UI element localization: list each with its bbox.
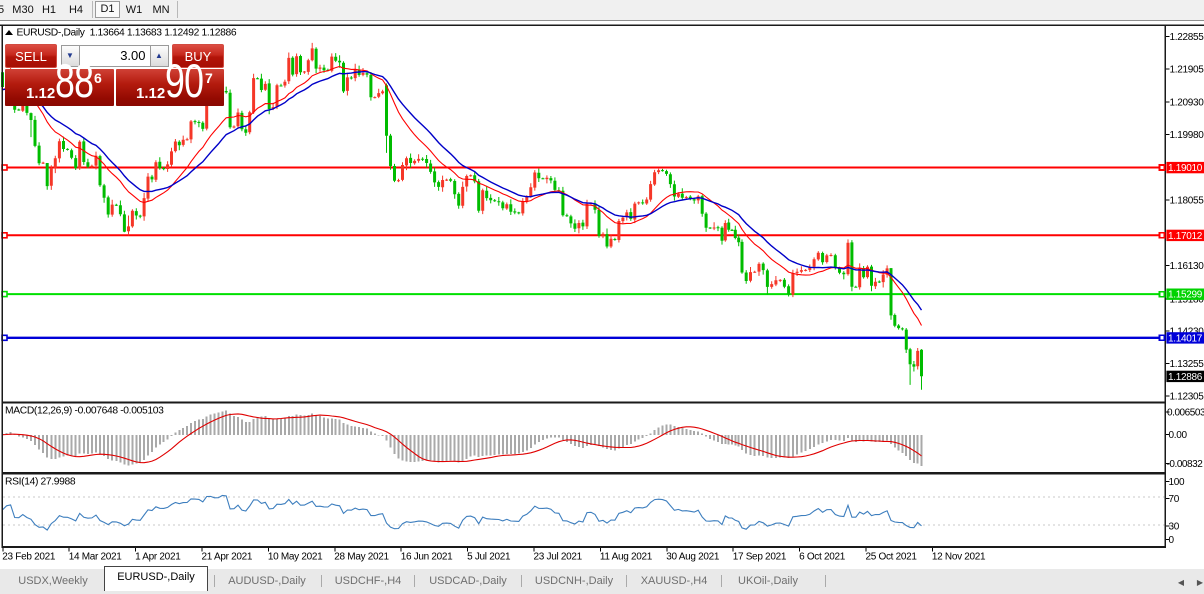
svg-text:0.00: 0.00 <box>1169 430 1188 441</box>
svg-text:1.20930: 1.20930 <box>1170 98 1204 109</box>
svg-text:0.006503: 0.006503 <box>1167 408 1204 419</box>
svg-text:1.17012: 1.17012 <box>1168 231 1203 242</box>
svg-text:1.14017: 1.14017 <box>1168 333 1203 344</box>
svg-text:1.15299: 1.15299 <box>1168 290 1203 301</box>
svg-text:1.21905: 1.21905 <box>1170 65 1204 76</box>
svg-text:1.12305: 1.12305 <box>1170 392 1204 403</box>
svg-text:30 Aug 2021: 30 Aug 2021 <box>666 552 720 563</box>
svg-text:28 May 2021: 28 May 2021 <box>334 552 389 563</box>
svg-text:0: 0 <box>1169 535 1175 546</box>
svg-text:1.19980: 1.19980 <box>1170 130 1204 141</box>
svg-text:-0.00832: -0.00832 <box>1167 459 1204 470</box>
svg-text:23 Feb 2021: 23 Feb 2021 <box>2 552 56 563</box>
svg-text:23 Jul 2021: 23 Jul 2021 <box>534 552 583 563</box>
svg-text:21 Apr 2021: 21 Apr 2021 <box>202 552 253 563</box>
svg-text:70: 70 <box>1169 494 1180 505</box>
svg-text:25 Oct 2021: 25 Oct 2021 <box>866 552 918 563</box>
svg-text:6 Oct 2021: 6 Oct 2021 <box>799 552 846 563</box>
svg-text:10 May 2021: 10 May 2021 <box>268 552 323 563</box>
svg-text:100: 100 <box>1169 477 1186 488</box>
svg-text:1.16130: 1.16130 <box>1170 261 1204 272</box>
svg-text:30: 30 <box>1169 521 1180 532</box>
svg-text:1.14230: 1.14230 <box>1170 326 1204 337</box>
svg-text:EURUSD-,Daily 1.13664 1.13683: EURUSD-,Daily 1.13664 1.13683 1.12492 1.… <box>17 28 237 39</box>
svg-text:MACD(12,26,9) -0.007648 -0.005: MACD(12,26,9) -0.007648 -0.005103 <box>5 406 164 417</box>
svg-text:16 Jun 2021: 16 Jun 2021 <box>401 552 453 563</box>
svg-text:1.18055: 1.18055 <box>1170 196 1204 207</box>
svg-text:RSI(14) 27.9988: RSI(14) 27.9988 <box>5 477 76 488</box>
svg-text:1.12886: 1.12886 <box>1168 372 1203 383</box>
svg-text:11 Aug 2021: 11 Aug 2021 <box>600 552 653 563</box>
svg-text:1.13255: 1.13255 <box>1170 359 1204 370</box>
svg-text:5 Jul 2021: 5 Jul 2021 <box>467 552 511 563</box>
svg-text:1.19010: 1.19010 <box>1168 163 1203 174</box>
svg-text:12 Nov 2021: 12 Nov 2021 <box>932 552 986 563</box>
svg-text:1 Apr 2021: 1 Apr 2021 <box>135 552 181 563</box>
svg-text:17 Sep 2021: 17 Sep 2021 <box>733 552 787 563</box>
svg-text:1.22855: 1.22855 <box>1170 32 1204 43</box>
svg-text:14 Mar 2021: 14 Mar 2021 <box>69 552 123 563</box>
